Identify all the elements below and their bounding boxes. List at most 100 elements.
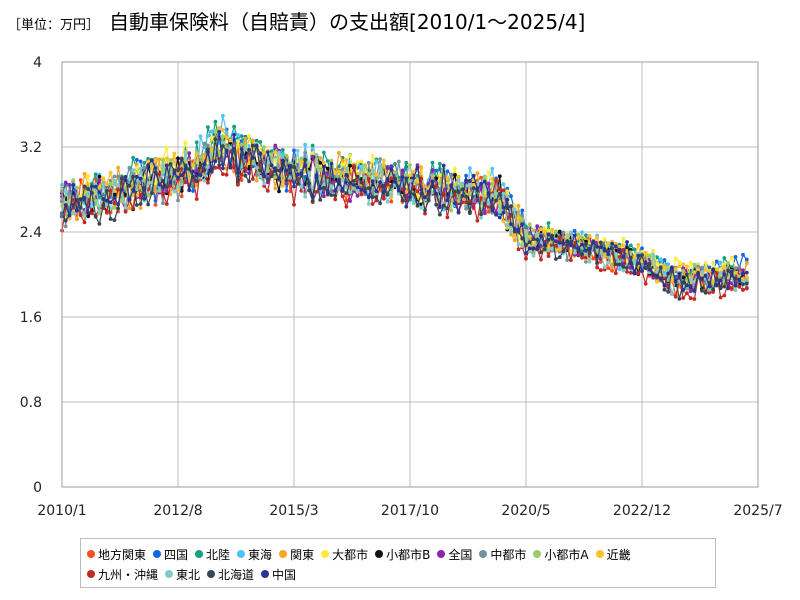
- series-point: [206, 147, 210, 152]
- series-point: [329, 161, 334, 166]
- series-point: [430, 179, 435, 184]
- series-point: [123, 209, 128, 214]
- series-point: [655, 261, 659, 266]
- series-point: [718, 295, 723, 300]
- series-point: [355, 174, 360, 179]
- series-point: [557, 235, 562, 240]
- series-point: [576, 235, 581, 240]
- series-point: [310, 146, 315, 151]
- series-point: [153, 181, 158, 186]
- series-point: [247, 179, 252, 184]
- series-point: [527, 222, 532, 227]
- series-point: [501, 210, 506, 215]
- series-point: [438, 173, 442, 178]
- series-point: [153, 198, 158, 203]
- series-point: [93, 184, 98, 189]
- series-point: [512, 233, 517, 238]
- series-point: [239, 172, 244, 177]
- series-point: [673, 280, 678, 284]
- series-point: [183, 149, 188, 154]
- series-point: [389, 192, 394, 197]
- series-point: [187, 188, 192, 193]
- series-point: [475, 218, 480, 223]
- series-point: [134, 165, 139, 170]
- series-point: [729, 255, 734, 260]
- series-point: [295, 181, 300, 186]
- series-point: [146, 193, 151, 198]
- series-point: [307, 170, 311, 175]
- series-point: [726, 286, 730, 291]
- series-point: [598, 268, 603, 273]
- series-point: [726, 261, 730, 265]
- series-point: [280, 158, 285, 163]
- series-point: [602, 247, 607, 252]
- series-point: [146, 157, 151, 161]
- series-point: [310, 143, 315, 148]
- series-point: [183, 167, 188, 171]
- series-point: [468, 211, 472, 216]
- legend-marker-icon: [153, 550, 162, 558]
- series-point: [741, 282, 745, 287]
- series-point: [509, 222, 513, 227]
- series-point: [632, 255, 637, 260]
- series-point: [580, 235, 584, 240]
- series-point: [673, 267, 678, 271]
- series-point: [265, 150, 270, 155]
- series-point: [486, 210, 491, 214]
- series-point: [86, 173, 91, 178]
- series-point: [714, 283, 719, 288]
- series-point: [112, 218, 117, 223]
- series-point: [292, 184, 296, 189]
- series-point: [359, 164, 364, 169]
- series-point: [120, 176, 124, 181]
- series-point: [744, 261, 749, 265]
- series-point: [194, 140, 199, 145]
- series-point: [587, 259, 592, 264]
- unit-label: ［単位：万円］: [8, 18, 100, 33]
- series-point: [209, 135, 214, 140]
- series-point: [554, 243, 558, 248]
- series-point: [393, 170, 397, 175]
- series-point: [243, 146, 248, 151]
- series-point: [134, 187, 139, 192]
- series-point: [164, 185, 169, 189]
- series-point: [714, 267, 719, 272]
- series-point: [292, 202, 296, 207]
- legend-marker-icon: [261, 570, 270, 578]
- series-point: [228, 138, 233, 143]
- series-point: [254, 166, 259, 170]
- series-point: [494, 178, 498, 183]
- series-point: [378, 180, 382, 185]
- series-point: [718, 270, 723, 275]
- series-point: [617, 247, 622, 252]
- series-point: [217, 163, 222, 168]
- series-point: [206, 133, 210, 138]
- series-point: [441, 163, 446, 168]
- series-point: [744, 278, 749, 283]
- series-point: [542, 243, 547, 248]
- series-point: [535, 224, 540, 229]
- series-point: [307, 188, 311, 193]
- series-point: [161, 185, 165, 190]
- series-point: [681, 262, 686, 267]
- series-point: [236, 178, 240, 183]
- series-point: [164, 156, 169, 161]
- series-point: [546, 245, 551, 250]
- series-point: [408, 178, 412, 183]
- series-point: [595, 235, 599, 240]
- series-point: [157, 157, 162, 162]
- series-point: [711, 287, 715, 292]
- series-point: [322, 185, 326, 190]
- series-point: [658, 276, 663, 281]
- series-point: [482, 201, 487, 206]
- series-point: [744, 257, 749, 262]
- series-point: [434, 184, 439, 189]
- series-point: [172, 151, 177, 156]
- series-point: [655, 273, 659, 278]
- series-point: [468, 178, 472, 183]
- series-point: [542, 247, 547, 252]
- series-point: [123, 205, 128, 210]
- series-point: [82, 214, 87, 218]
- legend-item: 全国: [437, 544, 472, 564]
